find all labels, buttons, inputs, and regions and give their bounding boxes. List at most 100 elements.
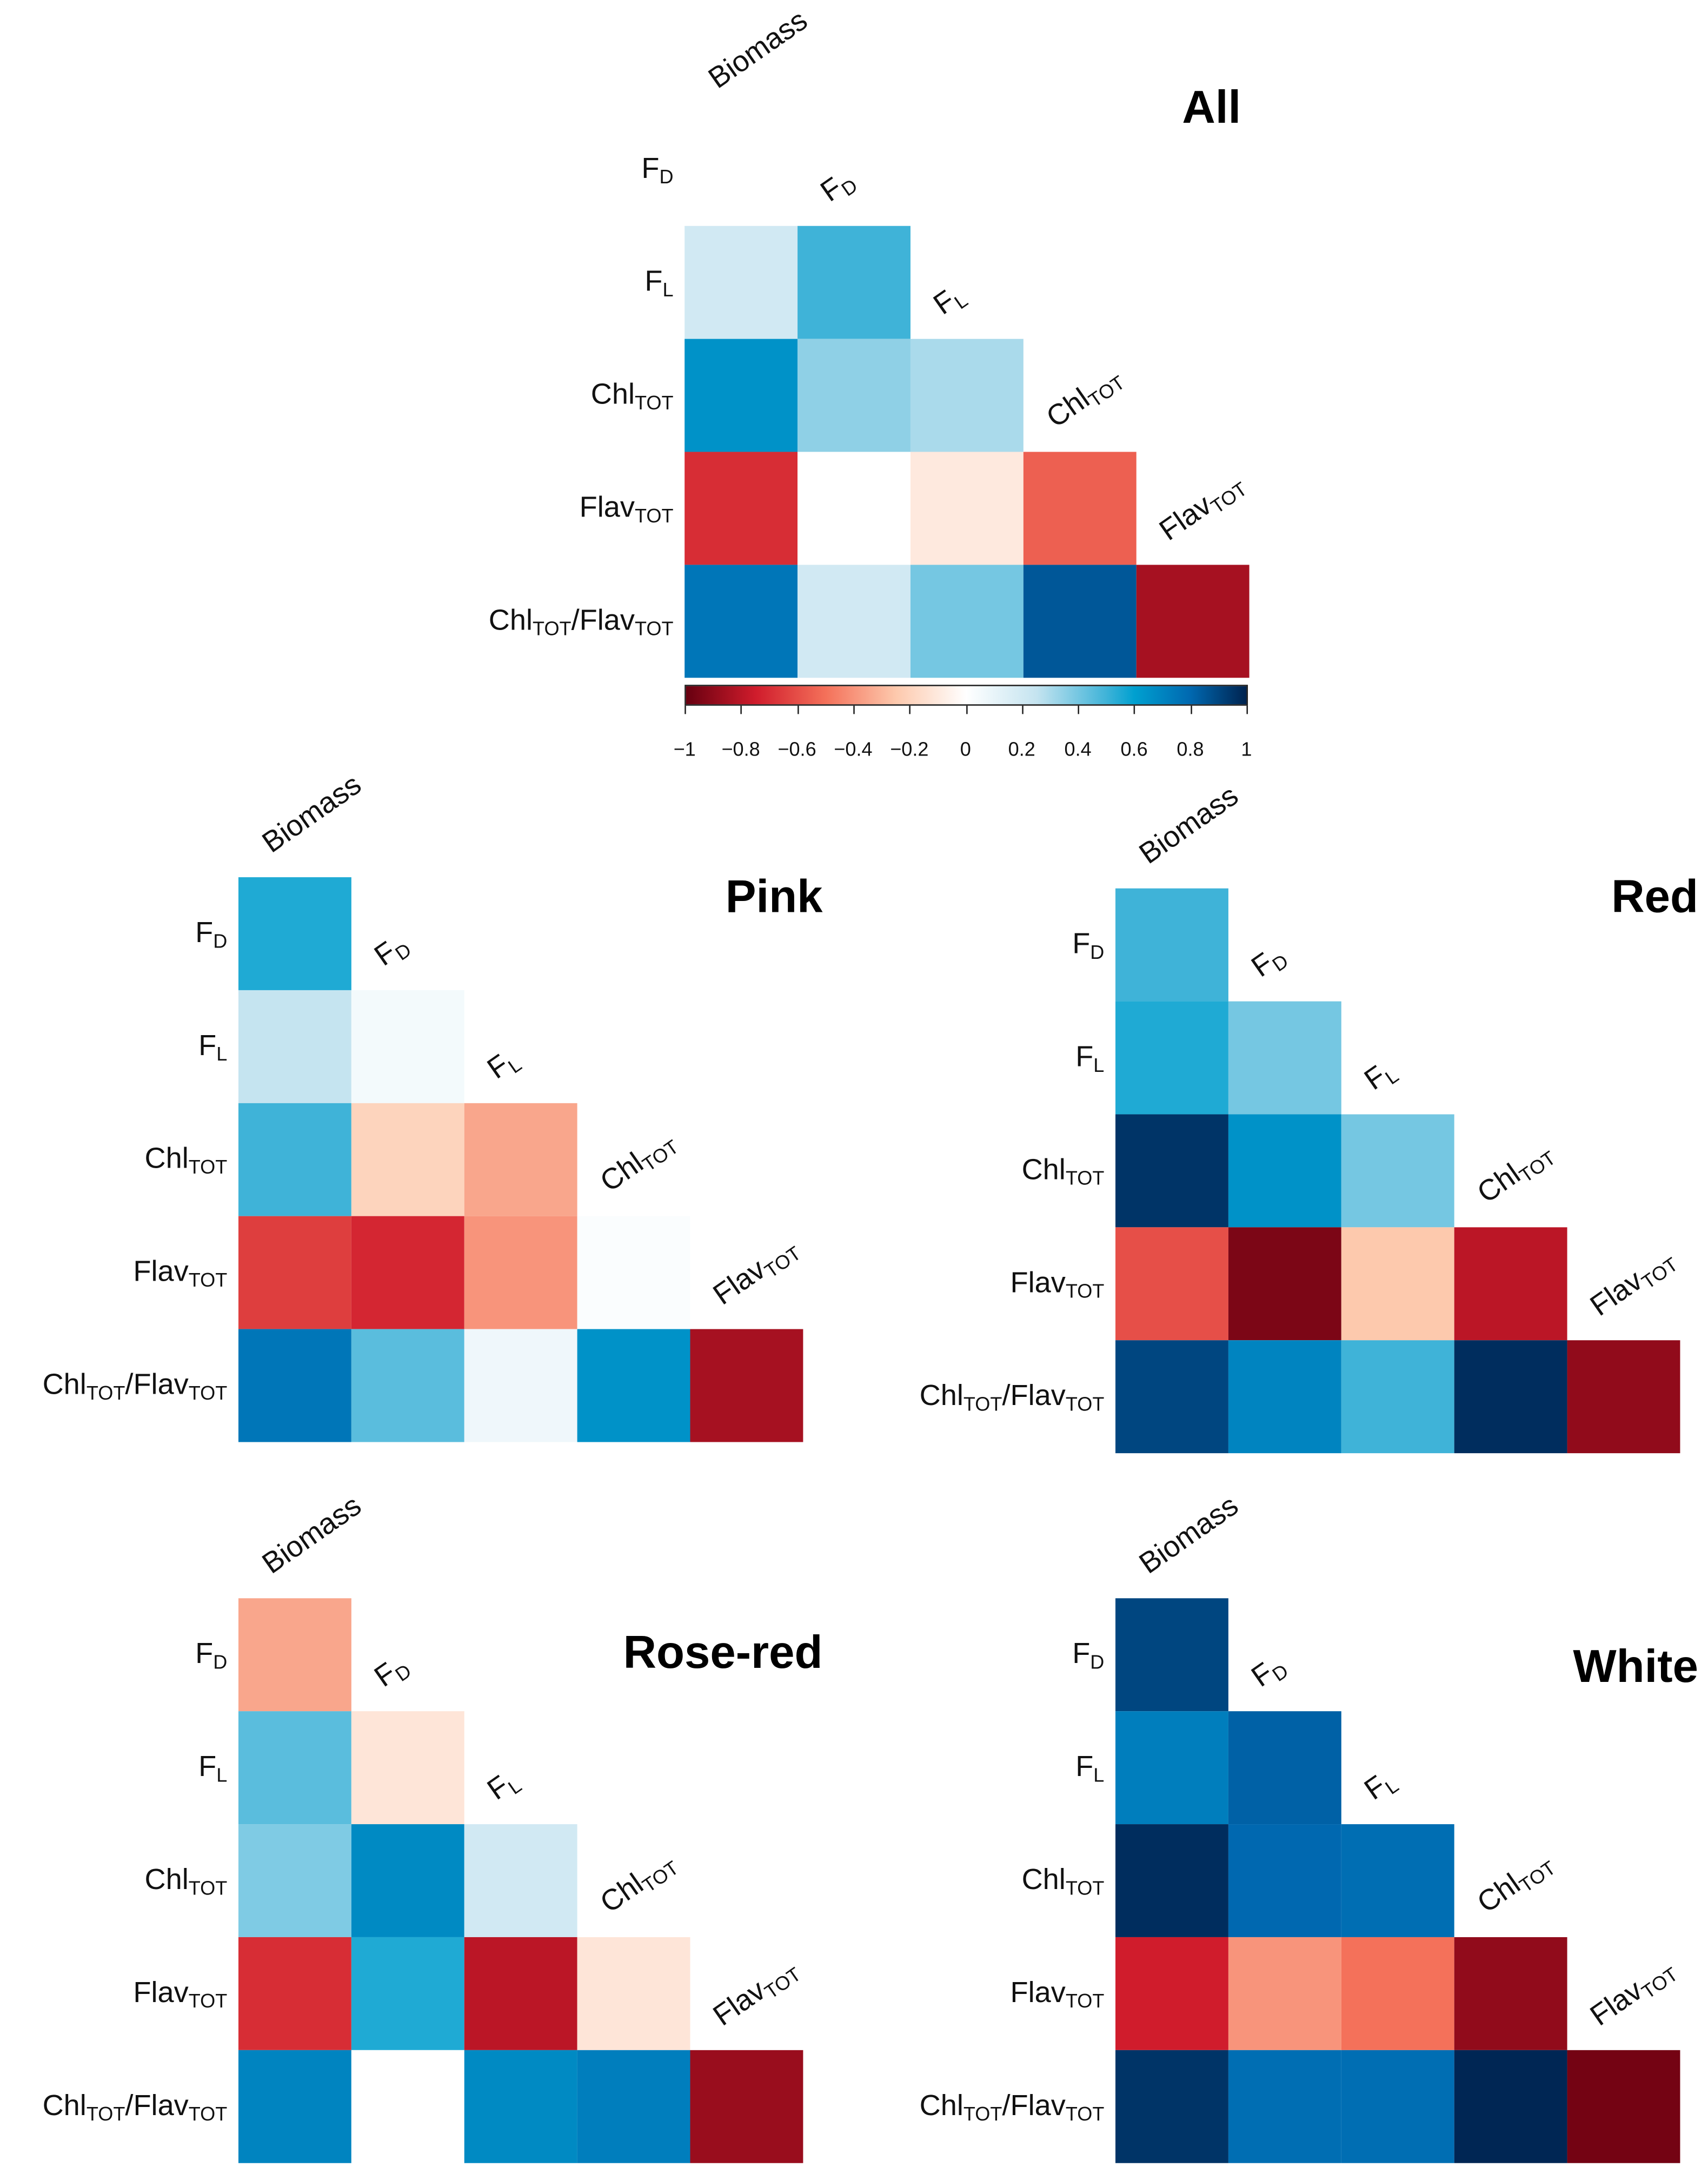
colorbar-tick <box>965 705 967 714</box>
heatmap-cell <box>1341 1937 1454 2050</box>
colorbar-tick-label: 0.2 <box>1008 738 1035 760</box>
heatmap-cell <box>1023 452 1137 565</box>
label-part: F <box>198 1750 217 1783</box>
colorbar-tick <box>1134 705 1136 714</box>
heatmap-cell <box>684 112 798 226</box>
heatmap-cell <box>1115 1001 1228 1115</box>
label-part: F <box>1072 927 1091 960</box>
label-part: TOT <box>188 1155 228 1177</box>
heatmap-cell <box>1228 2050 1341 2163</box>
heatmap-cell <box>238 1937 351 2050</box>
heatmap-cell <box>1228 1711 1341 1825</box>
column-label: Biomass <box>1133 1490 1245 1582</box>
heatmap-cell <box>1341 2050 1454 2163</box>
label-part: Flav <box>1010 1266 1066 1298</box>
heatmap-cell <box>910 339 1024 452</box>
label-part: TOT <box>86 2102 125 2124</box>
heatmap-cell <box>464 1329 577 1442</box>
column-label: FlavTOT <box>707 1231 804 1314</box>
row-label: FD <box>195 916 227 951</box>
label-part: Biomass <box>1133 779 1244 871</box>
colorbar-tick-label: −0.6 <box>777 738 816 760</box>
colorbar-tick-label: −0.2 <box>890 738 929 760</box>
label-part: TOT <box>963 1392 1002 1414</box>
heatmap-cell <box>1567 1340 1680 1454</box>
row-label: FL <box>644 265 673 300</box>
label-part: Biomass <box>702 4 813 95</box>
label-part: Chl <box>919 2089 963 2122</box>
row-label: FlavTOT <box>1011 1267 1105 1301</box>
label-part: F <box>641 152 660 184</box>
heatmap-cell <box>910 565 1024 678</box>
column-label: ChlTOT <box>1040 361 1128 436</box>
row-label: ChlTOT/FlavTOT <box>920 2089 1105 2124</box>
label-part: D <box>213 1649 228 1672</box>
heatmap-cell <box>238 1103 351 1216</box>
label-part: TOT <box>188 1989 228 2011</box>
label-part: Flav <box>133 1976 189 2009</box>
heatmap-cell <box>464 1824 577 1937</box>
label-part: TOT <box>963 2102 1002 2124</box>
column-label: FlavTOT <box>707 1952 804 2035</box>
heatmap-cell <box>577 1937 690 2050</box>
row-label: FD <box>1072 927 1104 962</box>
label-part: TOT <box>634 390 674 413</box>
label-part: TOT <box>1065 2102 1105 2124</box>
label-part: Chl <box>488 604 533 636</box>
label-part: /Flav <box>1002 2089 1066 2122</box>
colorbar-tick <box>684 705 686 714</box>
label-part: L <box>216 1042 228 1064</box>
column-label: Biomass <box>702 4 814 96</box>
heatmap-cell <box>1228 1340 1341 1454</box>
row-label: FL <box>198 1029 227 1064</box>
label-part: D <box>1090 940 1105 963</box>
column-label: FL <box>1358 1054 1402 1099</box>
heatmap-cell <box>464 2050 577 2163</box>
heatmap-cell <box>1454 2050 1567 2163</box>
heatmap-cell <box>238 990 351 1103</box>
label-part: Biomass <box>256 768 367 860</box>
label-part: TOT <box>533 616 571 639</box>
column-label: FD <box>814 164 860 211</box>
heatmap-cell <box>351 1103 464 1216</box>
heatmap-cell <box>797 226 911 339</box>
heatmap-cell <box>351 1711 464 1825</box>
heatmap-cell <box>684 226 798 339</box>
heatmap-cell <box>797 339 911 452</box>
heatmap-cell <box>1454 1340 1567 1454</box>
row-label: ChlTOT/FlavTOT <box>489 604 674 639</box>
row-label: ChlTOT <box>145 1863 228 1898</box>
heatmap-cell <box>1228 1227 1341 1341</box>
row-label: FD <box>195 1638 227 1672</box>
column-label: Biomass <box>1133 780 1245 872</box>
heatmap-cell <box>351 1329 464 1442</box>
heatmap-cell <box>1115 1227 1228 1341</box>
heatmap-cell <box>351 1937 464 2050</box>
column-label: Biomass <box>256 1490 368 1582</box>
column-label: FL <box>927 279 971 323</box>
label-part: F <box>1075 1040 1094 1073</box>
label-part: Chl <box>594 1147 649 1199</box>
label-part: Biomass <box>256 1489 367 1581</box>
heatmap-cell <box>577 1216 690 1329</box>
label-part: TOT <box>1065 1876 1105 1898</box>
column-label: FlavTOT <box>1584 1242 1681 1325</box>
label-part: /Flav <box>125 2089 189 2122</box>
column-label: ChlTOT <box>594 1125 682 1201</box>
column-label: FL <box>481 1043 525 1088</box>
column-label: FD <box>1245 939 1291 986</box>
label-part: Flav <box>1584 1264 1648 1323</box>
heatmap-cell <box>1228 1001 1341 1115</box>
label-part: Chl <box>144 1142 189 1175</box>
heatmap-cell <box>1228 1824 1341 1937</box>
heatmap-cell <box>351 2050 464 2163</box>
label-part: Flav <box>1153 489 1217 547</box>
column-label: FlavTOT <box>1153 467 1250 549</box>
heatmap-cell <box>1115 1598 1228 1712</box>
colorbar-tick <box>797 705 799 714</box>
label-part: F <box>1072 1637 1091 1669</box>
label-part: L <box>662 277 674 300</box>
label-part: D <box>659 164 674 187</box>
heatmap-cell <box>1454 1227 1567 1341</box>
